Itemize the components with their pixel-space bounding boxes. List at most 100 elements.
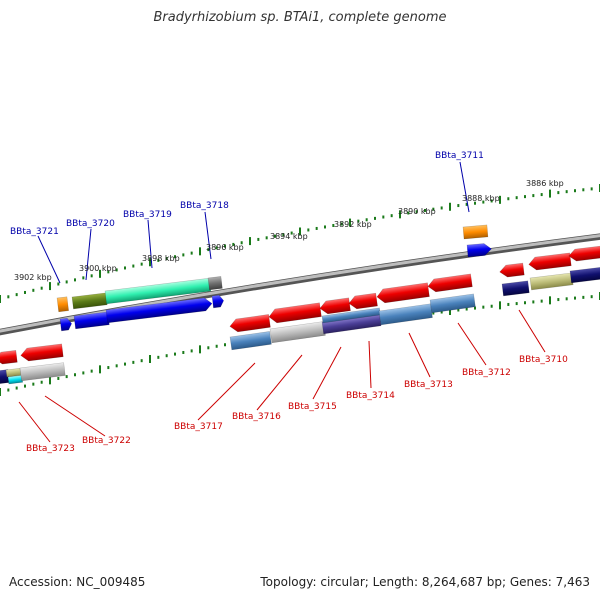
gene-feature (20, 343, 64, 362)
scale-tick (40, 380, 43, 384)
scale-tick (224, 343, 226, 347)
scale-tick (357, 219, 360, 223)
label-leader-line (44, 395, 106, 437)
gene-label-bbta-3721[interactable]: BBta_3721 (10, 227, 59, 237)
gene-label-bbta-3711[interactable]: BBta_3711 (435, 151, 484, 161)
scale-tick (232, 242, 235, 246)
scale-tick (265, 236, 268, 240)
gene-label-bbta-3713[interactable]: BBta_3713 (404, 380, 453, 390)
scale-tick (107, 366, 110, 370)
scale-tick (499, 301, 501, 310)
scale-tick (324, 225, 326, 229)
scale-tick (482, 200, 485, 204)
scale-tick (190, 251, 193, 255)
scale-tick (40, 286, 43, 290)
gene-feature (319, 297, 351, 315)
scale-tick (207, 346, 210, 350)
scale-tick (140, 359, 143, 363)
gene-label-bbta-3720[interactable]: BBta_3720 (66, 219, 115, 229)
scale-tick (515, 196, 518, 200)
gene-feature (5, 368, 22, 378)
gene-label-bbta-3716[interactable]: BBta_3716 (232, 412, 281, 422)
scale-ticks-upper (0, 184, 600, 303)
label-leader-line (85, 228, 92, 281)
gene-label-bbta-3710[interactable]: BBta_3710 (519, 355, 568, 365)
scale-tick (399, 210, 401, 219)
accession-text: Accession: NC_009485 (9, 575, 146, 589)
gene-label-bbta-3712[interactable]: BBta_3712 (462, 368, 511, 378)
scale-tick (24, 290, 26, 294)
gene-feature (378, 303, 433, 326)
gene-label-bbta-3717[interactable]: BBta_3717 (174, 422, 223, 432)
gene-feature (569, 266, 600, 284)
scale-tick (290, 231, 293, 235)
scale-tick (524, 195, 526, 199)
genome-summary-text: Topology: circular; Length: 8,264,687 bp… (260, 575, 590, 589)
label-leader-line (256, 354, 303, 411)
scale-tick (574, 296, 576, 300)
scale-tick (0, 388, 1, 396)
scale-label: 3900 kbp (79, 264, 117, 273)
gene-feature (104, 277, 212, 305)
gene-feature (207, 276, 223, 291)
gene-feature (348, 292, 378, 310)
scale-tick (224, 244, 226, 248)
gene-feature (56, 296, 69, 313)
label-leader-line (518, 309, 546, 353)
scale-tick (557, 298, 560, 302)
scale-tick (49, 376, 51, 385)
scale-tick (124, 266, 126, 270)
scale-tick (82, 371, 85, 375)
scale-tick (190, 349, 193, 353)
gene-feature (7, 375, 24, 385)
scale-tick (474, 201, 476, 205)
scale-tick (540, 299, 543, 303)
scale-label: 3890 kbp (398, 207, 436, 216)
gene-feature (59, 317, 72, 332)
gene-features (0, 224, 600, 385)
scale-tick (349, 218, 351, 227)
scale-tick (524, 301, 526, 305)
scale-tick (215, 246, 218, 250)
scale-tick (515, 302, 518, 306)
scale-tick (57, 282, 60, 286)
scale-label: 3896 kbp (206, 243, 244, 252)
scale-tick (182, 350, 185, 354)
gene-feature (499, 262, 525, 278)
scale-tick (465, 202, 468, 206)
scale-tick (32, 382, 35, 386)
gene-label-bbta-3715[interactable]: BBta_3715 (288, 402, 337, 412)
scale-tick (449, 202, 451, 211)
scale-tick (99, 269, 101, 278)
gene-feature (71, 292, 108, 310)
scale-tick (474, 306, 476, 310)
scale-tick (90, 274, 93, 278)
label-leader-line (197, 362, 256, 421)
scale-tick (74, 373, 76, 377)
scale-tick (490, 199, 493, 203)
scale-tick (390, 214, 393, 218)
gene-label-bbta-3714[interactable]: BBta_3714 (346, 391, 395, 401)
scale-tick (0, 295, 1, 303)
scale-tick (457, 308, 460, 312)
gene-feature (568, 245, 600, 262)
gene-label-bbta-3718[interactable]: BBta_3718 (180, 201, 229, 211)
scale-tick (499, 195, 501, 204)
scale-tick (165, 257, 168, 261)
scale-tick (507, 302, 510, 306)
scale-tick (15, 386, 18, 390)
scale-label: 3892 kbp (334, 220, 372, 229)
gene-label-bbta-3722[interactable]: BBta_3722 (82, 436, 131, 446)
scale-tick (174, 352, 176, 356)
scale-tick (74, 278, 76, 282)
gene-feature (229, 314, 271, 333)
scale-tick (590, 295, 593, 299)
scale-tick (374, 216, 376, 220)
scale-tick (240, 241, 243, 245)
scale-tick (165, 354, 168, 358)
label-leader-line (18, 401, 51, 443)
gene-label-bbta-3719[interactable]: BBta_3719 (123, 210, 172, 220)
label-leader-line (312, 346, 342, 400)
scale-tick (574, 189, 576, 193)
gene-label-bbta-3723[interactable]: BBta_3723 (26, 444, 75, 454)
